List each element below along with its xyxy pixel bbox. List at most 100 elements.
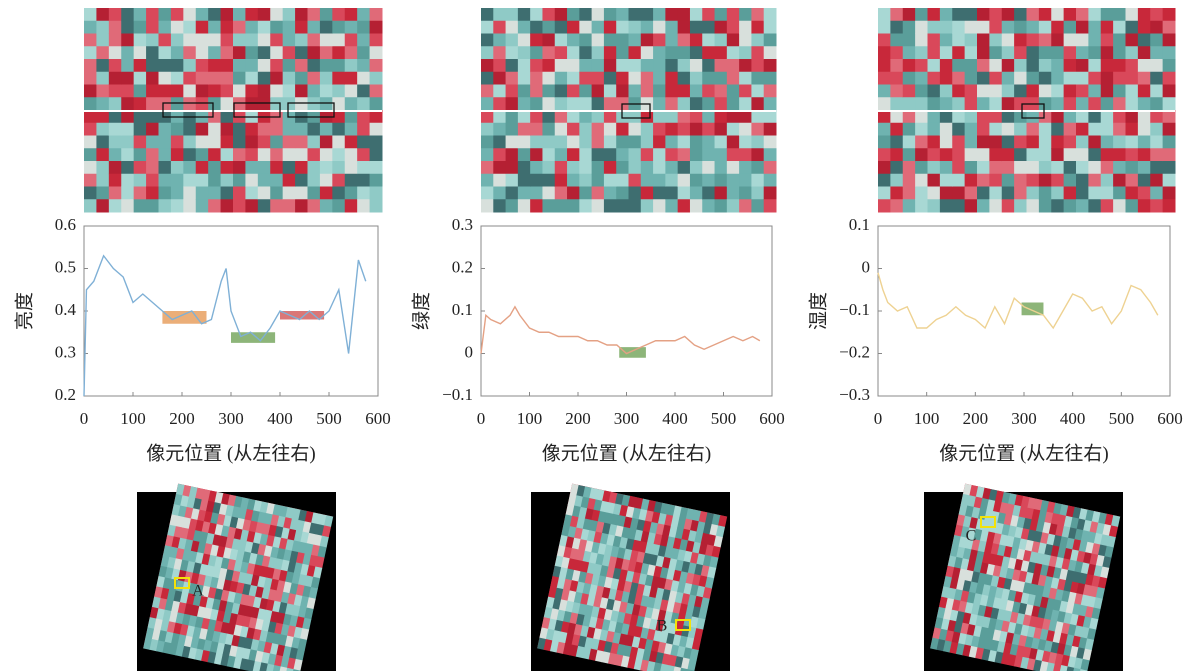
- image-texture: [940, 46, 953, 59]
- image-texture: [1138, 8, 1151, 21]
- image-texture: [345, 85, 358, 98]
- locator-label: C: [966, 528, 977, 545]
- image-texture: [1002, 21, 1015, 34]
- image-texture: [183, 136, 196, 149]
- image-texture: [506, 8, 519, 21]
- image-texture: [159, 46, 172, 59]
- image-texture: [1163, 34, 1176, 47]
- image-texture: [653, 161, 666, 174]
- image-texture: [604, 187, 617, 200]
- image-texture: [493, 21, 506, 34]
- image-texture: [1101, 34, 1114, 47]
- image-texture: [270, 46, 283, 59]
- image-texture: [233, 123, 246, 136]
- image-texture: [96, 59, 109, 72]
- image-texture: [146, 21, 159, 34]
- image-texture: [332, 123, 345, 136]
- image-texture: [592, 8, 605, 21]
- image-texture: [715, 59, 728, 72]
- image-texture: [579, 148, 592, 161]
- image-texture: [715, 46, 728, 59]
- image-texture: [653, 72, 666, 85]
- image-texture: [208, 136, 221, 149]
- image-texture: [159, 148, 172, 161]
- image-texture: [665, 199, 678, 212]
- image-texture: [604, 85, 617, 98]
- image-texture: [641, 72, 654, 85]
- image-texture: [542, 34, 555, 47]
- image-texture: [542, 123, 555, 136]
- image-texture: [1138, 161, 1151, 174]
- image-texture: [1051, 46, 1064, 59]
- image-texture: [1014, 34, 1027, 47]
- image-texture: [727, 136, 740, 149]
- image-texture: [629, 21, 642, 34]
- image-texture: [928, 148, 941, 161]
- image-texture: [702, 123, 715, 136]
- image-texture: [245, 59, 258, 72]
- image-texture: [159, 59, 172, 72]
- image-texture: [481, 85, 494, 98]
- image-texture: [146, 85, 159, 98]
- image-texture: [1039, 136, 1052, 149]
- x-tick-label: 200: [963, 409, 989, 428]
- image-texture: [928, 72, 941, 85]
- image-texture: [370, 97, 383, 110]
- image-texture: [1113, 72, 1126, 85]
- image-texture: [653, 8, 666, 21]
- image-texture: [84, 161, 97, 174]
- image-texture: [134, 161, 147, 174]
- image-texture: [332, 199, 345, 212]
- image-texture: [530, 34, 543, 47]
- image-texture: [96, 8, 109, 21]
- image-texture: [493, 72, 506, 85]
- x-tick-label: 400: [1060, 409, 1086, 428]
- image-texture: [727, 46, 740, 59]
- image-texture: [530, 59, 543, 72]
- image-texture: [493, 123, 506, 136]
- image-texture: [196, 97, 209, 110]
- image-texture: [567, 136, 580, 149]
- image-texture: [702, 174, 715, 187]
- image-texture: [653, 97, 666, 110]
- image-texture: [940, 72, 953, 85]
- image-texture: [690, 8, 703, 21]
- image-texture: [270, 199, 283, 212]
- image-texture: [1101, 199, 1114, 212]
- image-texture: [283, 85, 296, 98]
- image-texture: [903, 161, 916, 174]
- image-texture: [1101, 97, 1114, 110]
- image-texture: [530, 148, 543, 161]
- image-texture: [320, 148, 333, 161]
- image-texture: [121, 46, 134, 59]
- image-texture: [1064, 21, 1077, 34]
- image-texture: [653, 59, 666, 72]
- image-texture: [357, 21, 370, 34]
- image-texture: [493, 8, 506, 21]
- image-texture: [121, 34, 134, 47]
- image-texture: [751, 148, 764, 161]
- image-texture: [878, 8, 891, 21]
- image-texture: [1088, 8, 1101, 21]
- image-texture: [518, 123, 531, 136]
- image-texture: [665, 59, 678, 72]
- image-texture: [345, 72, 358, 85]
- image-texture: [878, 59, 891, 72]
- y-tick-label: 0.3: [55, 342, 76, 361]
- image-texture: [702, 136, 715, 149]
- image-texture: [96, 174, 109, 187]
- image-texture: [481, 59, 494, 72]
- image-texture: [171, 148, 184, 161]
- image-texture: [616, 174, 629, 187]
- image-texture: [96, 34, 109, 47]
- image-texture: [952, 199, 965, 212]
- image-texture: [567, 46, 580, 59]
- image-texture: [678, 199, 691, 212]
- image-texture: [928, 199, 941, 212]
- image-texture: [629, 199, 642, 212]
- image-texture: [1002, 72, 1015, 85]
- image-texture: [965, 174, 978, 187]
- image-texture: [915, 174, 928, 187]
- image-texture: [481, 187, 494, 200]
- image-texture: [221, 8, 234, 21]
